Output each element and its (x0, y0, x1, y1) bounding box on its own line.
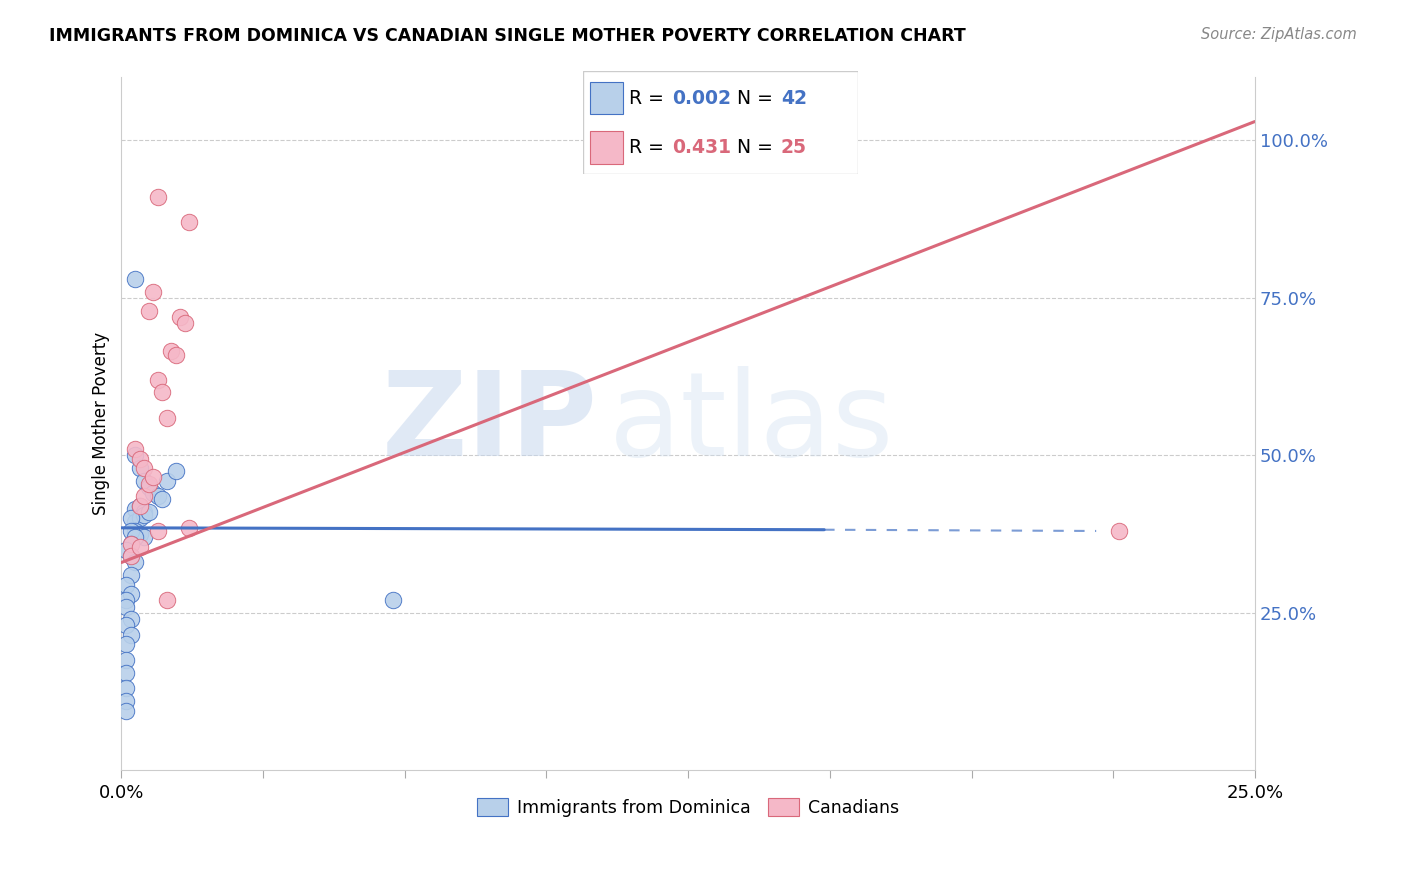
Point (146, 489, 169, 503)
Point (124, 272, 146, 286)
Point (128, 540, 150, 554)
Point (132, 474, 155, 488)
Point (179, 215, 201, 229)
Point (128, 499, 150, 513)
Point (124, 515, 146, 529)
Point (132, 489, 155, 503)
Point (124, 502, 146, 516)
Point (128, 461, 150, 475)
Text: Source: ZipAtlas.com: Source: ZipAtlas.com (1201, 27, 1357, 42)
Bar (591, 81, 623, 114)
Point (156, 593, 179, 607)
Point (132, 508, 155, 523)
Point (1108, 524, 1130, 538)
Bar (591, 131, 623, 163)
Point (156, 474, 179, 488)
Point (142, 470, 165, 484)
Point (115, 599, 138, 614)
Text: 0.002: 0.002 (672, 88, 731, 108)
Point (138, 480, 160, 494)
Point (120, 568, 142, 582)
Point (120, 536, 142, 550)
Point (138, 476, 160, 491)
Point (115, 653, 138, 667)
Text: 42: 42 (780, 88, 807, 108)
Point (115, 542, 138, 557)
Point (128, 499, 150, 513)
Point (124, 524, 146, 538)
Point (115, 665, 138, 680)
Point (132, 461, 155, 475)
Point (142, 486, 165, 500)
Point (115, 618, 138, 632)
Point (124, 530, 146, 544)
Text: IMMIGRANTS FROM DOMINICA VS CANADIAN SINGLE MOTHER POVERTY CORRELATION CHART: IMMIGRANTS FROM DOMINICA VS CANADIAN SIN… (49, 27, 966, 45)
Point (169, 310, 191, 324)
Text: 0.431: 0.431 (672, 137, 731, 157)
Legend: Immigrants from Dominica, Canadians: Immigrants from Dominica, Canadians (470, 791, 905, 824)
Point (115, 593, 138, 607)
Point (138, 303, 160, 318)
Point (132, 505, 155, 519)
Point (150, 385, 173, 400)
Point (124, 442, 146, 456)
Point (120, 612, 142, 626)
Point (115, 577, 138, 591)
Point (120, 587, 142, 601)
Point (160, 344, 183, 359)
Y-axis label: Single Mother Poverty: Single Mother Poverty (93, 333, 110, 516)
Point (146, 373, 169, 387)
Point (115, 637, 138, 651)
Point (120, 511, 142, 525)
Point (179, 521, 201, 535)
Point (120, 628, 142, 642)
Point (138, 505, 160, 519)
Point (156, 410, 179, 425)
Point (146, 190, 169, 204)
Point (128, 511, 150, 525)
Point (124, 449, 146, 463)
Point (115, 694, 138, 708)
Text: atlas: atlas (609, 367, 894, 482)
Point (128, 527, 150, 541)
Text: N =: N = (737, 137, 779, 157)
Point (120, 549, 142, 564)
Point (120, 549, 142, 564)
Point (128, 451, 150, 466)
Point (120, 536, 142, 550)
Point (165, 348, 187, 362)
FancyBboxPatch shape (583, 71, 858, 174)
Text: ZIP: ZIP (381, 367, 598, 482)
Point (115, 681, 138, 696)
Text: N =: N = (737, 88, 779, 108)
Point (142, 285, 165, 299)
Point (115, 704, 138, 718)
Point (382, 593, 405, 607)
Point (146, 524, 169, 538)
Point (174, 316, 197, 330)
Point (165, 464, 187, 478)
Point (150, 492, 173, 507)
Point (132, 530, 155, 544)
Point (120, 524, 142, 538)
Text: R =: R = (628, 88, 669, 108)
Text: R =: R = (628, 137, 669, 157)
Point (124, 556, 146, 570)
Text: 25: 25 (780, 137, 807, 157)
